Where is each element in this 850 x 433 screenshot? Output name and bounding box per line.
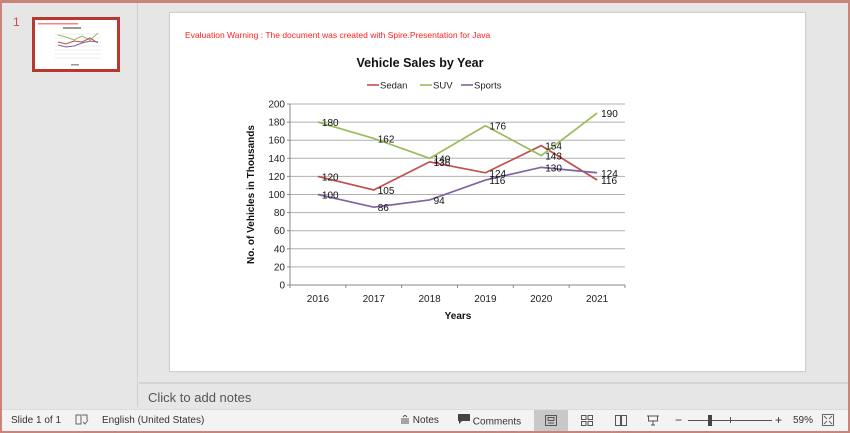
x-tick-label: 2018 <box>418 294 441 305</box>
status-bar: Slide 1 of 1 English (United States) Not… <box>2 409 848 431</box>
notes-placeholder[interactable]: Click to add notes <box>148 390 252 405</box>
slide-thumbnail-pane: 1 <box>2 3 138 407</box>
data-label: 154 <box>545 142 562 153</box>
zoom-out-button[interactable]: − <box>675 413 683 427</box>
data-label: 143 <box>545 152 562 163</box>
notes-icon <box>400 414 410 424</box>
zoom-level[interactable]: 59% <box>793 415 814 426</box>
legend-label: Sedan <box>380 81 407 92</box>
slideshow-icon <box>647 415 659 426</box>
x-tick-label: 2021 <box>586 294 609 305</box>
comments-label: Comments <box>472 416 522 428</box>
normal-view-icon <box>545 415 557 426</box>
data-label: 105 <box>378 186 395 197</box>
comments-button[interactable]: Comments <box>458 414 522 429</box>
comment-icon <box>458 414 470 428</box>
legend-label: Sports <box>474 81 502 92</box>
data-label: 180 <box>322 118 339 129</box>
data-label: 116 <box>601 176 617 187</box>
spell-check-icon[interactable] <box>75 413 89 429</box>
thumbnail-chart-preview <box>38 23 101 66</box>
evaluation-warning-text: Evaluation Warning : The document was cr… <box>185 30 491 40</box>
fit-to-window-icon <box>822 414 834 426</box>
zoom-slider-center-tick <box>730 417 731 423</box>
y-tick-label: 120 <box>268 172 285 183</box>
notes-pane[interactable]: Click to add notes <box>139 382 848 408</box>
language-indicator[interactable]: English (United States) <box>102 415 205 426</box>
data-label: 120 <box>322 172 339 183</box>
line-chart[interactable]: Vehicle Sales by Year Sedan SUV Sports 0 20 40… <box>170 13 807 373</box>
series-line-sports[interactable] <box>317 166 598 209</box>
data-label: 190 <box>601 109 618 120</box>
normal-view-button[interactable] <box>534 410 568 431</box>
slide-sorter-view-button[interactable] <box>570 410 604 431</box>
fit-to-window-button[interactable] <box>822 414 834 429</box>
y-tick-label: 140 <box>268 154 285 165</box>
data-label: 140 <box>434 154 451 165</box>
slide-canvas[interactable]: Evaluation Warning : The document was cr… <box>169 12 806 372</box>
x-tick-label: 2020 <box>530 294 553 305</box>
data-label: 116 <box>489 176 505 187</box>
legend-label: SUV <box>433 81 453 92</box>
zoom-in-button[interactable]: + <box>775 413 783 427</box>
zoom-slider-handle[interactable] <box>708 415 712 426</box>
notes-button[interactable]: Notes <box>400 414 439 426</box>
slideshow-view-button[interactable] <box>636 410 670 431</box>
series-line-sedan[interactable] <box>317 144 598 191</box>
y-tick-label: 180 <box>268 118 285 129</box>
series-line-suv[interactable] <box>317 112 598 160</box>
y-tick-label: 60 <box>274 226 286 237</box>
slide-indicator: Slide 1 of 1 <box>11 415 62 426</box>
data-label: 130 <box>545 163 562 174</box>
x-tick-label: 2019 <box>474 294 497 305</box>
data-label: 94 <box>434 196 446 207</box>
data-label: 86 <box>378 203 390 214</box>
reading-view-icon <box>615 415 627 426</box>
data-label: 124 <box>601 169 618 180</box>
slide-number: 1 <box>13 15 20 29</box>
data-label: 136 <box>434 158 451 169</box>
y-axis-title: No. of Vehicles in Thousands <box>246 125 257 264</box>
y-tick-label: 80 <box>274 208 286 219</box>
slide-editing-area: Evaluation Warning : The document was cr… <box>139 3 848 381</box>
y-tick-label: 160 <box>268 136 285 147</box>
x-tick-label: 2017 <box>363 294 386 305</box>
data-label: 162 <box>378 134 395 145</box>
chart-title: Vehicle Sales by Year <box>357 56 484 70</box>
y-tick-label: 20 <box>274 262 286 273</box>
data-label: 124 <box>489 169 506 180</box>
y-tick-label: 40 <box>274 244 286 255</box>
slide-thumbnail-1[interactable] <box>32 17 120 72</box>
data-label: 176 <box>489 122 506 133</box>
data-label: 100 <box>322 191 339 202</box>
x-tick-label: 2016 <box>307 294 330 305</box>
reading-view-button[interactable] <box>604 410 638 431</box>
y-tick-label: 100 <box>268 190 285 201</box>
slide-sorter-icon <box>581 415 593 426</box>
x-axis-title: Years <box>445 311 472 322</box>
y-tick-label: 0 <box>279 281 285 292</box>
y-tick-label: 200 <box>268 100 285 111</box>
notes-label: Notes <box>412 415 439 426</box>
